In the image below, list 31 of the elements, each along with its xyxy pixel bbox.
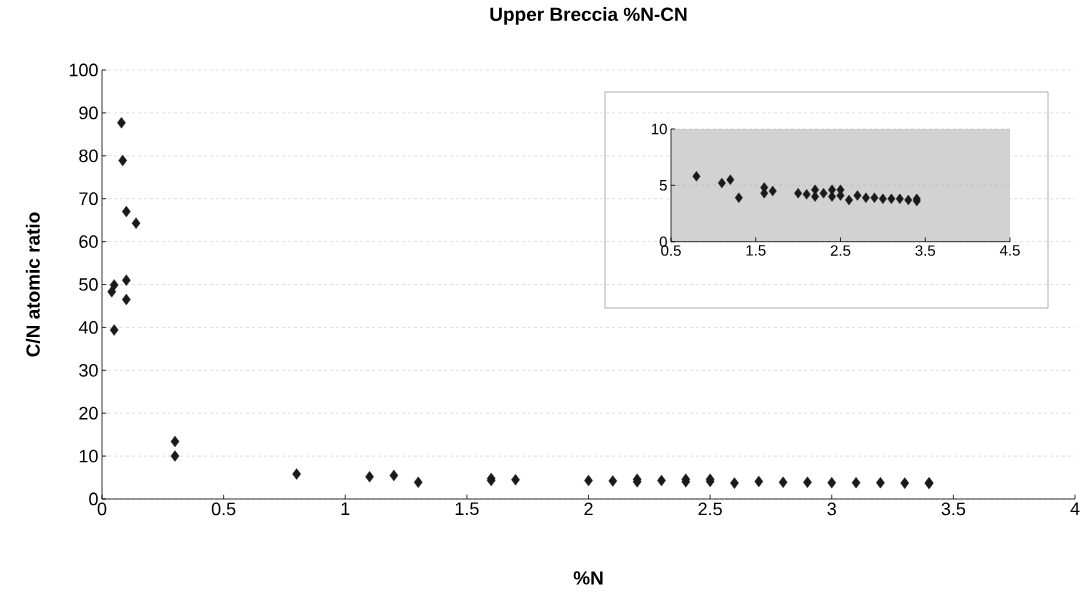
y-tick-label: 60 — [79, 235, 98, 248]
x-tick-label: 4 — [1070, 502, 1080, 515]
y-tick-label: 80 — [79, 149, 98, 163]
x-tick-label: 3 — [827, 502, 836, 516]
x-tick-label: 0.5 — [211, 502, 236, 516]
x-tick-label: 1 — [341, 502, 350, 515]
x-tick-label: 3.5 — [915, 245, 936, 256]
x-tick-label: 1.5 — [746, 245, 766, 256]
x-tick-label: 3.5 — [941, 502, 966, 516]
y-tick-label: 30 — [79, 363, 98, 377]
y-tick-label: 0 — [659, 236, 667, 247]
y-tick-label: 50 — [79, 278, 98, 291]
x-tick-label: 0.5 — [661, 245, 681, 256]
x-tick-label: 2.5 — [698, 502, 722, 516]
y-tick-label: 10 — [651, 123, 667, 135]
y-tick-label: 10 — [79, 449, 98, 463]
chart-title: Upper Breccia %N-CN — [490, 7, 687, 25]
x-axis-title: %N — [573, 571, 603, 585]
y-tick-label: 0 — [89, 492, 98, 506]
y-tick-label: 90 — [79, 106, 98, 120]
y-tick-label: 40 — [78, 321, 98, 334]
x-tick-label: 2.5 — [830, 245, 851, 256]
x-tick-label: 0 — [97, 502, 107, 516]
x-tick-label: 4.5 — [999, 245, 1020, 256]
y-tick-label: 5 — [659, 180, 667, 191]
y-tick-label: 70 — [79, 192, 98, 206]
y-tick-label: 100 — [69, 63, 98, 77]
x-tick-label: 2 — [584, 502, 593, 516]
y-tick-label: 20 — [79, 406, 98, 420]
x-tick-label: 1.5 — [455, 502, 479, 516]
y-axis-title: C/N atomic ratio — [25, 212, 40, 357]
